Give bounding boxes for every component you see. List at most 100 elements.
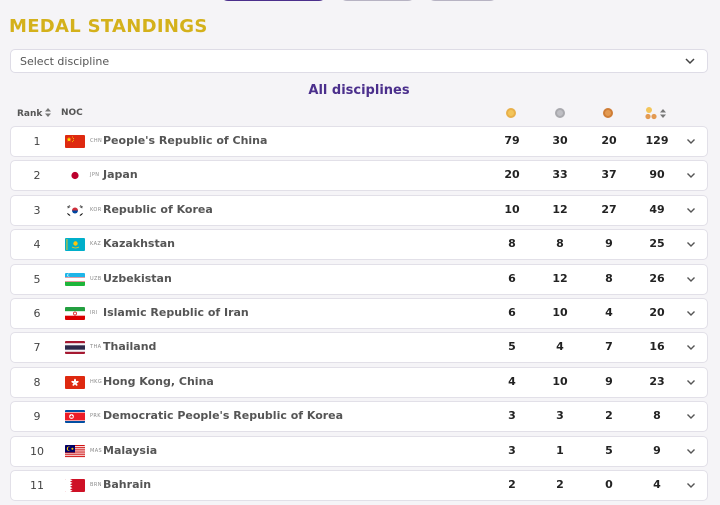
silver-count: 12 bbox=[552, 202, 568, 216]
gold-count: 3 bbox=[508, 443, 516, 457]
total-count: 9 bbox=[653, 443, 661, 457]
bronze-count: 9 bbox=[605, 237, 613, 251]
rank-cell: 10 bbox=[30, 444, 44, 458]
country-name[interactable]: Republic of Korea bbox=[103, 202, 213, 216]
rank-cell: 4 bbox=[33, 238, 41, 252]
expand-chevron-icon[interactable] bbox=[686, 240, 696, 248]
silver-count: 30 bbox=[552, 134, 568, 147]
noc-code: THA bbox=[90, 344, 102, 351]
flag-uzb-icon bbox=[65, 272, 85, 286]
expand-chevron-icon[interactable] bbox=[686, 275, 696, 283]
discipline-heading: All disciplines bbox=[308, 83, 410, 98]
total-count: 4 bbox=[653, 478, 661, 491]
rank-cell: 8 bbox=[33, 375, 41, 389]
country-name[interactable]: Bahrain bbox=[103, 478, 152, 491]
bronze-medal-icon[interactable] bbox=[603, 108, 613, 118]
total-count: 25 bbox=[649, 237, 665, 251]
silver-medal-icon[interactable] bbox=[555, 108, 565, 118]
rank-cell: 7 bbox=[33, 341, 41, 355]
bronze-count: 2 bbox=[605, 409, 613, 423]
total-count: 49 bbox=[649, 202, 665, 216]
top-tab-2[interactable] bbox=[339, 0, 416, 1]
noc-code: UZB bbox=[90, 275, 102, 282]
table-row[interactable]: 8 HKG Hong Kong, China 4 10 9 23 bbox=[10, 366, 708, 398]
country-name[interactable]: Japan bbox=[103, 168, 138, 182]
silver-count: 10 bbox=[552, 374, 568, 388]
expand-chevron-icon[interactable] bbox=[686, 137, 696, 145]
total-count: 26 bbox=[649, 271, 665, 285]
table-row[interactable]: 10 MAS Malaysia 3 1 5 9 bbox=[10, 435, 708, 467]
gold-medal-icon[interactable] bbox=[506, 108, 516, 118]
total-count: 8 bbox=[653, 409, 661, 423]
total-count: 23 bbox=[649, 374, 665, 388]
silver-count: 10 bbox=[552, 306, 568, 319]
table-row[interactable]: 11 BRN Bahrain 2 2 0 4 bbox=[10, 470, 708, 501]
flag-mas-icon bbox=[65, 444, 85, 458]
total-medals-icon[interactable] bbox=[645, 106, 657, 120]
expand-chevron-icon[interactable] bbox=[686, 378, 696, 386]
bronze-count: 8 bbox=[605, 271, 613, 285]
gold-count: 2 bbox=[508, 478, 516, 491]
rank-cell: 2 bbox=[33, 169, 41, 183]
table-row[interactable]: 2 JPN Japan 20 33 37 90 bbox=[10, 160, 708, 192]
expand-chevron-icon[interactable] bbox=[686, 206, 696, 214]
table-row[interactable]: 5 UZB Uzbekistan 6 12 8 26 bbox=[10, 263, 708, 295]
country-name[interactable]: Thailand bbox=[103, 340, 157, 354]
expand-chevron-icon[interactable] bbox=[686, 412, 696, 420]
bronze-count: 20 bbox=[601, 134, 617, 147]
country-name[interactable]: Kazakhstan bbox=[103, 237, 175, 251]
top-tab-3[interactable] bbox=[427, 0, 498, 1]
total-count: 129 bbox=[645, 134, 669, 147]
flag-iri-icon bbox=[65, 307, 85, 320]
gold-count: 10 bbox=[504, 202, 520, 216]
expand-chevron-icon[interactable] bbox=[686, 447, 696, 455]
gold-count: 20 bbox=[504, 168, 520, 182]
sort-icon bbox=[660, 109, 666, 118]
flag-kor-icon bbox=[65, 203, 85, 217]
noc-code: BRN bbox=[90, 482, 102, 488]
expand-chevron-icon[interactable] bbox=[686, 171, 696, 179]
noc-code: JPN bbox=[90, 172, 100, 179]
country-name[interactable]: Malaysia bbox=[103, 443, 158, 457]
gold-count: 79 bbox=[504, 134, 520, 147]
bronze-count: 9 bbox=[605, 374, 613, 388]
country-name[interactable]: Uzbekistan bbox=[103, 271, 172, 285]
bronze-count: 37 bbox=[601, 168, 617, 182]
silver-count: 8 bbox=[556, 237, 564, 251]
rank-cell: 9 bbox=[33, 410, 41, 424]
table-row[interactable]: 7 THA Thailand 5 4 7 16 bbox=[10, 332, 708, 364]
gold-count: 6 bbox=[508, 271, 516, 285]
noc-code: CHN bbox=[90, 138, 103, 144]
expand-chevron-icon[interactable] bbox=[686, 309, 696, 317]
total-count: 90 bbox=[649, 168, 665, 182]
expand-chevron-icon[interactable] bbox=[686, 481, 696, 489]
gold-count: 5 bbox=[508, 340, 516, 354]
discipline-select-label: Select discipline bbox=[20, 55, 110, 68]
rank-header-label: Rank bbox=[17, 109, 43, 119]
rank-cell: 11 bbox=[30, 479, 44, 492]
table-row[interactable]: 3 KOR Republic of Korea 10 12 27 49 bbox=[10, 194, 708, 226]
table-row[interactable]: 6 IRI Islamic Republic of Iran 6 10 4 20 bbox=[10, 298, 708, 329]
noc-code: HKG bbox=[90, 378, 103, 385]
discipline-select[interactable]: Select discipline bbox=[10, 49, 708, 73]
table-row[interactable]: 9 PRK Democratic People's Republic of Kore… bbox=[10, 401, 708, 433]
country-name[interactable]: Hong Kong, China bbox=[103, 374, 214, 388]
country-name[interactable]: Islamic Republic of Iran bbox=[103, 306, 249, 319]
gold-count: 4 bbox=[508, 374, 516, 388]
top-tab-1[interactable] bbox=[220, 0, 327, 1]
table-row[interactable]: 4 KAZ Kazakhstan 8 8 9 25 bbox=[10, 229, 708, 261]
rank-header[interactable]: Rank bbox=[17, 108, 52, 119]
country-name[interactable]: People's Republic of China bbox=[103, 134, 268, 147]
silver-count: 12 bbox=[552, 271, 568, 285]
country-name[interactable]: Democratic People's Republic of Korea bbox=[103, 409, 344, 423]
chevron-down-icon bbox=[685, 58, 695, 65]
bronze-count: 4 bbox=[605, 306, 613, 319]
silver-count: 33 bbox=[552, 168, 568, 182]
table-row[interactable]: 1 CHN People's Republic of China 79 30 20 129 bbox=[10, 126, 708, 157]
gold-count: 6 bbox=[508, 306, 516, 319]
bronze-count: 0 bbox=[605, 478, 613, 491]
noc-code: KAZ bbox=[90, 241, 102, 248]
noc-code: MAS bbox=[90, 447, 103, 454]
bronze-count: 5 bbox=[605, 443, 613, 457]
expand-chevron-icon[interactable] bbox=[686, 343, 696, 351]
